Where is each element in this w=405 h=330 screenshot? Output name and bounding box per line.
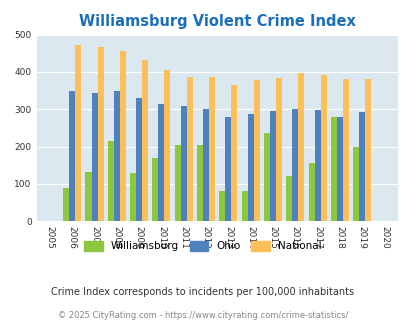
Bar: [158, 104, 164, 221]
Legend: Williamsburg, Ohio, National: Williamsburg, Ohio, National: [80, 237, 325, 255]
Title: Williamsburg Violent Crime Index: Williamsburg Violent Crime Index: [79, 14, 355, 29]
Bar: [314, 110, 320, 221]
Bar: [308, 163, 314, 221]
Bar: [219, 191, 225, 221]
Bar: [180, 106, 186, 221]
Bar: [85, 172, 91, 221]
Bar: [253, 80, 259, 221]
Text: © 2025 CityRating.com - https://www.cityrating.com/crime-statistics/: © 2025 CityRating.com - https://www.city…: [58, 311, 347, 320]
Bar: [330, 117, 336, 221]
Bar: [97, 47, 103, 221]
Bar: [286, 176, 292, 221]
Bar: [186, 77, 192, 221]
Bar: [136, 98, 142, 221]
Bar: [352, 147, 358, 221]
Bar: [75, 45, 81, 221]
Bar: [364, 80, 370, 221]
Bar: [269, 111, 275, 221]
Bar: [298, 73, 304, 221]
Bar: [142, 60, 148, 221]
Bar: [164, 70, 170, 221]
Text: Crime Index corresponds to incidents per 100,000 inhabitants: Crime Index corresponds to incidents per…: [51, 287, 354, 297]
Bar: [225, 117, 231, 221]
Bar: [209, 77, 215, 221]
Bar: [63, 187, 69, 221]
Bar: [119, 51, 126, 221]
Bar: [263, 133, 269, 221]
Bar: [91, 93, 97, 221]
Bar: [320, 75, 326, 221]
Bar: [336, 117, 342, 221]
Bar: [152, 158, 158, 221]
Bar: [275, 78, 281, 221]
Bar: [202, 109, 209, 221]
Bar: [108, 141, 113, 221]
Bar: [113, 91, 119, 221]
Bar: [292, 109, 298, 221]
Bar: [196, 146, 202, 221]
Bar: [130, 173, 136, 221]
Bar: [174, 146, 180, 221]
Bar: [342, 80, 348, 221]
Bar: [358, 112, 364, 221]
Bar: [247, 114, 253, 221]
Bar: [69, 90, 75, 221]
Bar: [231, 84, 237, 221]
Bar: [241, 191, 247, 221]
